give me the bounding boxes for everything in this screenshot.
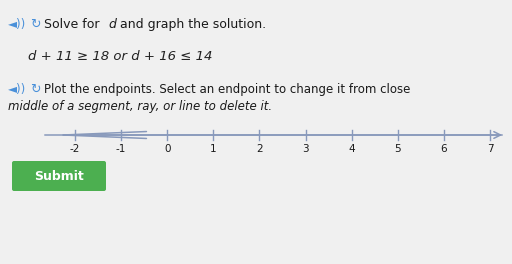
Text: -2: -2: [70, 144, 80, 154]
Text: 5: 5: [394, 144, 401, 154]
Text: 7: 7: [487, 144, 494, 154]
Text: and graph the solution.: and graph the solution.: [116, 18, 266, 31]
Text: d + 11 ≥ 18 or d + 16 ≤ 14: d + 11 ≥ 18 or d + 16 ≤ 14: [28, 50, 212, 63]
Text: 3: 3: [302, 144, 309, 154]
Text: Solve for: Solve for: [44, 18, 103, 31]
Text: ↻: ↻: [30, 83, 40, 96]
Text: 1: 1: [210, 144, 217, 154]
Text: 0: 0: [164, 144, 170, 154]
Text: 2: 2: [256, 144, 263, 154]
FancyBboxPatch shape: [12, 161, 106, 191]
Text: ◄)): ◄)): [8, 83, 26, 96]
Text: Plot the endpoints. Select an endpoint to change it from close: Plot the endpoints. Select an endpoint t…: [44, 83, 411, 96]
Text: middle of a segment, ray, or line to delete it.: middle of a segment, ray, or line to del…: [8, 100, 272, 113]
Text: ↻: ↻: [30, 18, 40, 31]
Text: Submit: Submit: [34, 169, 84, 182]
Text: 4: 4: [348, 144, 355, 154]
Text: 6: 6: [441, 144, 447, 154]
Text: d: d: [108, 18, 116, 31]
Text: ◄)): ◄)): [8, 18, 26, 31]
Text: -1: -1: [116, 144, 126, 154]
